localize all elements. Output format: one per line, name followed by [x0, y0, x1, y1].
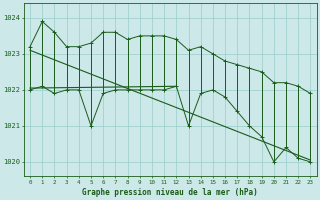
X-axis label: Graphe pression niveau de la mer (hPa): Graphe pression niveau de la mer (hPa)	[82, 188, 258, 197]
